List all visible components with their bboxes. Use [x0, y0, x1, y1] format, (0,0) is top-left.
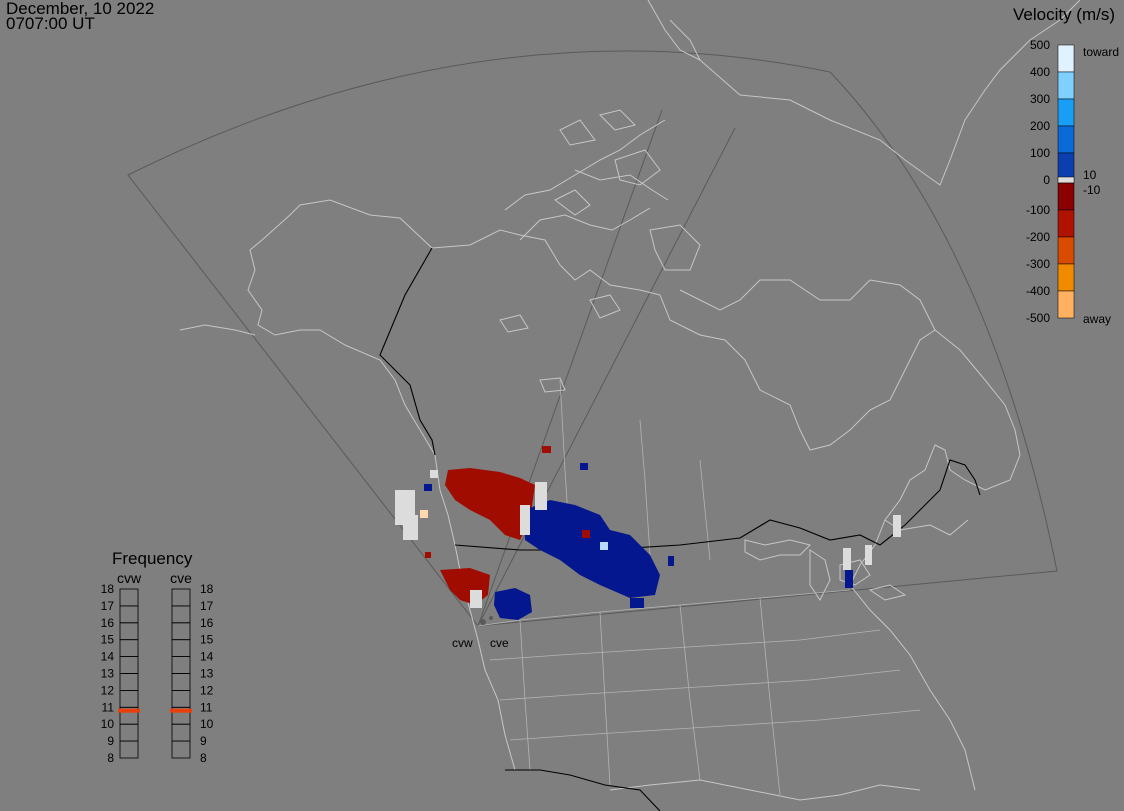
radar-site-cve-marker — [489, 616, 493, 620]
radar-site-cve-label: cve — [490, 636, 509, 650]
frequency-cell — [119, 588, 139, 607]
velocity-tick-label: -200 — [1026, 230, 1050, 244]
velocity-bar-low-band — [1057, 176, 1075, 184]
frequency-tick-label: 10 — [101, 717, 115, 731]
frequency-tick-label: 10 — [200, 717, 214, 731]
radar-site-cvw-label: cvw — [452, 636, 473, 650]
velocity-gap-label-neg: -10 — [1083, 183, 1101, 197]
velocity-bar-segment-toward — [1057, 44, 1075, 73]
frequency-tick-label: 16 — [200, 616, 214, 630]
velocity-tick-label: 400 — [1030, 65, 1050, 79]
frequency-panel: cvw18171615141312111098cve18171615141312… — [101, 570, 214, 765]
frequency-tick-label: 17 — [101, 599, 115, 613]
frequency-tick-label: 8 — [107, 751, 114, 765]
frequency-tick-label: 15 — [200, 633, 214, 647]
frequency-tick-label: 8 — [200, 751, 207, 765]
frequency-cell — [171, 622, 191, 641]
frequency-tick-label: 18 — [101, 582, 115, 596]
velocity-color-bar: 500 400 300 200 100 0 -100 -200 -300 -400 -500 towa… — [1026, 38, 1119, 326]
frequency-marker-cve — [170, 708, 192, 713]
field-of-view-outline — [127, 50, 1058, 627]
velocity-scale-title: Velocity (m/s) — [1013, 5, 1116, 24]
frequency-tick-label: 13 — [200, 667, 214, 681]
velocity-tick-label: -400 — [1026, 284, 1050, 298]
frequency-cell — [119, 605, 139, 624]
frequency-tick-label: 17 — [200, 599, 214, 613]
velocity-gap-label-pos: 10 — [1083, 168, 1097, 182]
frequency-cell — [119, 622, 139, 641]
frequency-cell — [171, 723, 191, 742]
velocity-bar-segment-toward — [1057, 152, 1075, 181]
velocity-echoes — [395, 446, 901, 620]
velocity-tick-label: -100 — [1026, 203, 1050, 217]
velocity-tick-label: -500 — [1026, 311, 1050, 325]
velocity-tick-label: 0 — [1043, 173, 1050, 187]
country-borders — [379, 247, 981, 811]
coastlines — [179, 0, 1081, 801]
low-velocity-cells — [395, 470, 901, 608]
frequency-tick-label: 14 — [200, 650, 214, 664]
frequency-tick-label: 15 — [101, 633, 115, 647]
frequency-cell — [119, 639, 139, 658]
frequency-cell — [119, 656, 139, 674]
frequency-cell — [171, 605, 191, 624]
away-echo-cluster-north — [445, 468, 535, 540]
frequency-cell — [171, 588, 191, 607]
velocity-tick-label: 300 — [1030, 92, 1050, 106]
frequency-tick-label: 9 — [200, 734, 207, 748]
frequency-tick-label: 13 — [101, 667, 115, 681]
frequency-tick-label: 12 — [101, 683, 115, 697]
state-province-borders — [477, 379, 921, 796]
frequency-radar-label-cvw: cvw — [117, 570, 142, 586]
velocity-tick-label: 100 — [1030, 146, 1050, 160]
time-label: 0707:00 UT — [6, 14, 95, 33]
velocity-bar-segment-away — [1057, 182, 1075, 211]
frequency-marker-cvw — [118, 708, 140, 713]
frequency-tick-label: 16 — [101, 616, 115, 630]
frequency-panel-title: Frequency — [112, 549, 193, 568]
radar-site-cvw-marker — [480, 619, 486, 625]
frequency-cell — [171, 740, 191, 759]
velocity-bar-segment-toward — [1057, 71, 1075, 100]
frequency-tick-label: 9 — [107, 734, 114, 748]
toward-echo-cluster-east — [525, 500, 660, 598]
frequency-cell — [119, 673, 139, 691]
velocity-tick-label: 200 — [1030, 119, 1050, 133]
velocity-away-label: away — [1083, 312, 1111, 326]
velocity-bar-segment-away — [1057, 209, 1075, 238]
frequency-cell — [119, 723, 139, 742]
frequency-cell — [171, 690, 191, 708]
velocity-toward-label: toward — [1083, 45, 1119, 59]
frequency-cell — [119, 690, 139, 708]
frequency-radar-label-cve: cve — [170, 570, 192, 586]
velocity-tick-label: -300 — [1026, 257, 1050, 271]
radar-sites: cvw cve — [452, 616, 509, 650]
frequency-tick-label: 12 — [200, 683, 214, 697]
frequency-cell — [171, 673, 191, 691]
velocity-bar-segment-away — [1057, 263, 1075, 292]
velocity-bar-segment-away — [1057, 236, 1075, 265]
frequency-cell — [171, 639, 191, 658]
frequency-tick-label: 11 — [102, 700, 115, 714]
scattered-cells — [420, 446, 853, 608]
velocity-bar-segment-toward — [1057, 125, 1075, 154]
frequency-cell — [119, 740, 139, 759]
toward-echo-cluster-south — [494, 588, 532, 620]
velocity-bar-segment-toward — [1057, 98, 1075, 127]
date-label: December, 10 2022 — [6, 0, 155, 18]
frequency-tick-label: 11 — [200, 700, 213, 714]
frequency-tick-label: 18 — [200, 582, 214, 596]
frequency-tick-label: 14 — [101, 650, 115, 664]
velocity-bar-segment-away — [1057, 290, 1075, 319]
velocity-tick-label: 500 — [1030, 38, 1050, 52]
frequency-cell — [171, 656, 191, 674]
